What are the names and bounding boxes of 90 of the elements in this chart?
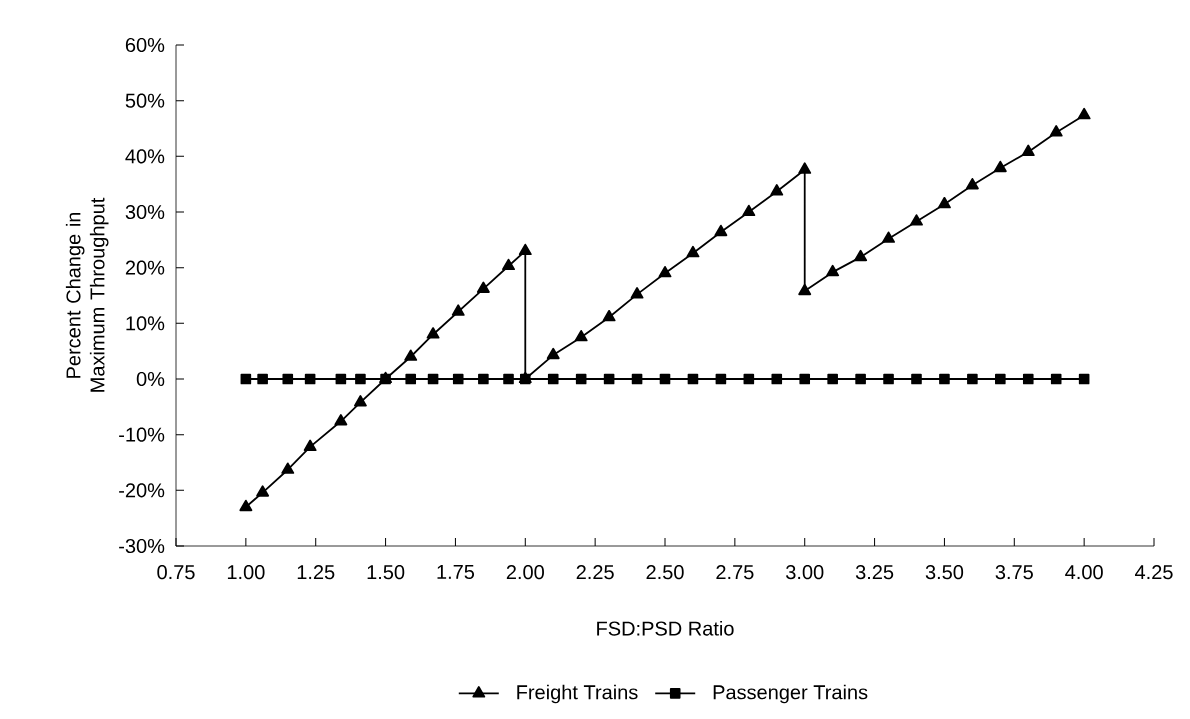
point [799, 373, 811, 385]
point [686, 245, 700, 258]
point [827, 373, 838, 385]
y-tick-label: 20% [125, 260, 165, 275]
point [240, 373, 252, 385]
point [476, 281, 490, 293]
point [826, 264, 840, 277]
point [882, 231, 895, 243]
point [451, 304, 465, 316]
point [602, 309, 616, 322]
point [355, 373, 366, 385]
point [965, 177, 979, 190]
point [854, 249, 868, 262]
point [714, 224, 728, 237]
point [335, 373, 347, 385]
point [303, 439, 317, 452]
point [1050, 373, 1062, 385]
point [771, 373, 783, 385]
point [334, 414, 348, 426]
point [659, 373, 671, 385]
point [282, 373, 294, 385]
point [503, 373, 514, 385]
y-tick-label: 40% [125, 149, 165, 164]
x-tick-label: 3.50 [925, 565, 964, 580]
point [798, 283, 812, 296]
point [715, 373, 727, 385]
y-tick-label: 10% [126, 316, 165, 331]
point [603, 373, 615, 385]
x-tick-label: 1.25 [297, 565, 335, 580]
x-tick-label: 2.25 [576, 565, 614, 580]
x-tick-label: 4.25 [1135, 565, 1173, 580]
point [967, 373, 978, 385]
x-tick-label: 2.00 [506, 565, 544, 580]
point [574, 329, 588, 342]
y-tick-label: 50% [125, 93, 165, 108]
x-tick-label: 3.25 [855, 565, 894, 580]
point [770, 184, 784, 196]
point [883, 373, 894, 385]
x-tick-label: 2.75 [716, 565, 754, 580]
point [502, 258, 515, 271]
x-tick-label: 1.75 [437, 565, 475, 580]
point [547, 373, 559, 385]
x-tick-label: 3.00 [786, 565, 824, 580]
y-tick-label: 0% [136, 371, 165, 387]
legend-label: Freight Trains [517, 684, 638, 704]
point [404, 349, 418, 361]
x-tick-label: 4.00 [1065, 565, 1103, 580]
point [1078, 373, 1090, 385]
y-tick-label: -20% [119, 483, 165, 498]
y-axis-title: Percent Change in Maximum Throughput [65, 197, 109, 392]
x-tick-label: 1.50 [367, 565, 405, 580]
point [911, 373, 922, 385]
point [798, 162, 812, 174]
point [257, 373, 268, 385]
point [1021, 144, 1035, 156]
x-tick-label: 2.50 [646, 565, 684, 580]
x-tick-label: 3.75 [995, 565, 1033, 580]
x-tick-label: 0.75 [157, 565, 195, 580]
point [855, 373, 866, 385]
point [939, 373, 950, 385]
y-tick-label: -10% [119, 427, 165, 442]
point [743, 373, 755, 385]
point [1049, 125, 1063, 137]
point [304, 373, 316, 385]
point [687, 373, 699, 385]
y-tick-label: 60% [125, 37, 165, 53]
point [910, 214, 923, 226]
point [518, 243, 532, 256]
point [742, 204, 756, 217]
point [405, 373, 417, 385]
point [1077, 107, 1091, 120]
point [658, 265, 672, 278]
point [993, 160, 1007, 173]
point [478, 373, 489, 385]
point [427, 373, 439, 385]
point [575, 373, 587, 385]
y-tick-label: -30% [119, 538, 165, 554]
x-axis-title: FSD:PSD Ratio [597, 620, 734, 636]
point [452, 373, 464, 385]
point [937, 196, 951, 209]
point [353, 395, 367, 407]
point [630, 287, 644, 299]
point [426, 327, 440, 339]
x-tick-label: 1.00 [227, 565, 265, 580]
y-tick-label: 30% [125, 204, 165, 220]
point [1022, 373, 1034, 385]
point [546, 347, 560, 360]
point [631, 373, 643, 385]
point [995, 373, 1006, 385]
legend-label: Passenger Trains [713, 684, 868, 704]
